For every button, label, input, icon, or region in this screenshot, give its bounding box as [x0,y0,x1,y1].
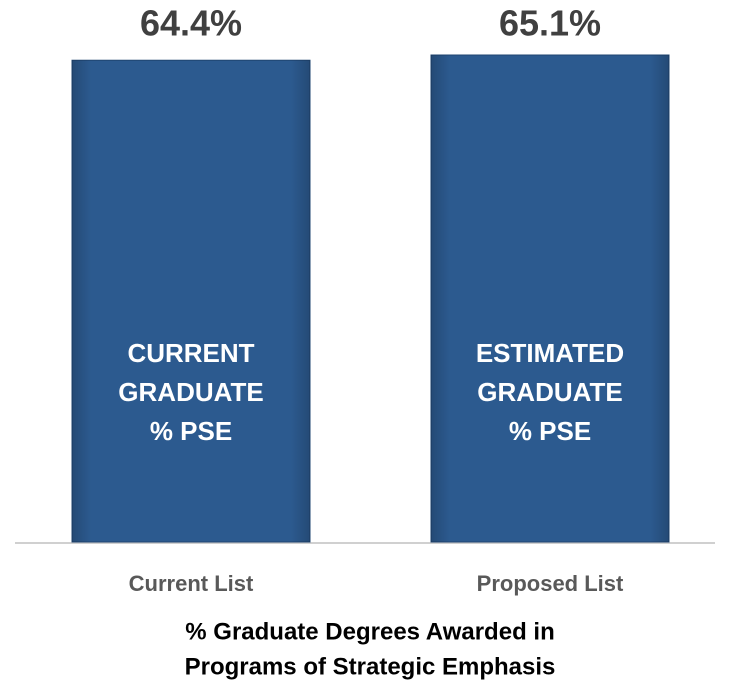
bar-annotation: GRADUATE [118,377,263,407]
x-axis-title: % Graduate Degrees Awarded in [185,618,554,645]
bar-annotation: CURRENT [127,338,254,368]
bar-annotation: % PSE [150,416,232,446]
x-axis-title: Programs of Strategic Emphasis [185,653,556,680]
value-label: 64.4% [140,3,242,44]
bar-annotation: ESTIMATED [476,338,624,368]
x-tick-label: Current List [129,571,254,596]
x-tick-label: Proposed List [477,571,624,596]
bar-annotation: GRADUATE [477,377,622,407]
value-label: 65.1% [499,3,601,44]
bar-shade [72,60,310,542]
bar-annotation: % PSE [509,416,591,446]
bar-shade [431,55,669,542]
